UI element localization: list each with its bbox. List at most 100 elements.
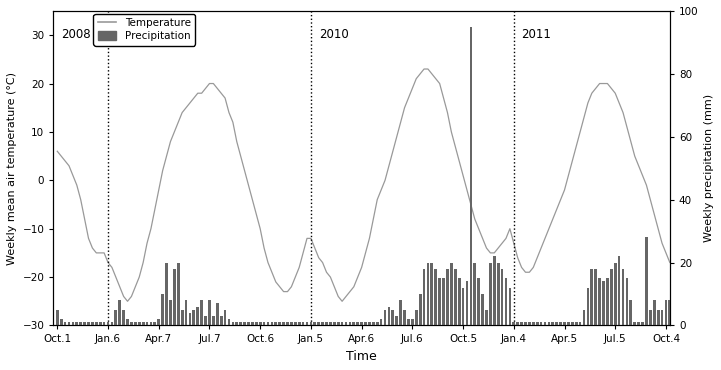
Bar <box>528 322 531 326</box>
Bar <box>563 322 566 326</box>
Bar <box>571 322 574 326</box>
Bar <box>450 263 453 326</box>
Bar <box>142 322 144 326</box>
Bar <box>110 322 113 326</box>
Y-axis label: Weekly mean air temperature (°C): Weekly mean air temperature (°C) <box>7 72 17 265</box>
Bar <box>497 263 500 326</box>
Bar <box>641 322 644 326</box>
Bar <box>91 322 94 326</box>
Bar <box>536 322 539 326</box>
Bar <box>259 322 262 326</box>
Bar <box>337 322 340 326</box>
Bar <box>590 269 593 326</box>
Bar <box>532 322 535 326</box>
Bar <box>579 322 581 326</box>
Bar <box>583 310 585 326</box>
Bar <box>388 307 390 326</box>
Bar <box>614 263 616 326</box>
Bar <box>115 310 118 326</box>
Y-axis label: Weekly precipitation (mm): Weekly precipitation (mm) <box>704 94 714 242</box>
Bar <box>270 322 273 326</box>
Bar <box>489 263 492 326</box>
Bar <box>243 322 246 326</box>
Bar <box>513 322 515 326</box>
Bar <box>356 322 359 326</box>
Bar <box>481 294 484 326</box>
Bar <box>680 316 683 326</box>
Bar <box>239 322 242 326</box>
Bar <box>231 322 234 326</box>
Bar <box>446 269 449 326</box>
Bar <box>552 322 554 326</box>
Bar <box>637 322 640 326</box>
Bar <box>516 322 519 326</box>
Bar <box>395 316 398 326</box>
Bar <box>181 310 184 326</box>
Bar <box>547 322 550 326</box>
Bar <box>454 269 456 326</box>
Bar <box>411 319 414 326</box>
Bar <box>360 322 363 326</box>
Bar <box>309 322 312 326</box>
Bar <box>56 310 58 326</box>
Bar <box>200 300 203 326</box>
Bar <box>79 322 82 326</box>
Bar <box>399 300 402 326</box>
Bar <box>668 300 671 326</box>
Bar <box>68 322 71 326</box>
Bar <box>278 322 281 326</box>
Bar <box>60 319 63 326</box>
Bar <box>294 322 296 326</box>
Bar <box>649 310 652 326</box>
Bar <box>208 300 211 326</box>
Bar <box>103 322 105 326</box>
Bar <box>660 310 663 326</box>
Bar <box>353 322 355 326</box>
Bar <box>629 300 632 326</box>
Bar <box>224 310 226 326</box>
Bar <box>123 310 125 326</box>
Bar <box>684 322 687 326</box>
Bar <box>407 319 410 326</box>
Bar <box>521 322 523 326</box>
Bar <box>236 322 238 326</box>
Bar <box>438 278 441 326</box>
Bar <box>87 322 90 326</box>
Bar <box>196 307 199 326</box>
Bar <box>220 316 223 326</box>
Bar <box>376 322 379 326</box>
Bar <box>461 288 464 326</box>
Bar <box>423 269 425 326</box>
Text: 2008: 2008 <box>61 28 91 41</box>
Bar <box>633 322 636 326</box>
Bar <box>610 269 613 326</box>
Bar <box>384 310 386 326</box>
X-axis label: Time: Time <box>346 350 377 363</box>
Bar <box>275 322 277 326</box>
Bar <box>157 319 160 326</box>
Bar <box>466 282 469 326</box>
Bar <box>149 322 152 326</box>
Bar <box>348 322 351 326</box>
Text: 2010: 2010 <box>319 28 348 41</box>
Bar <box>251 322 254 326</box>
Bar <box>587 288 589 326</box>
Bar <box>442 278 445 326</box>
Bar <box>262 322 265 326</box>
Bar <box>290 322 293 326</box>
Bar <box>255 322 257 326</box>
Bar <box>247 322 250 326</box>
Bar <box>430 263 433 326</box>
Bar <box>322 322 324 326</box>
Bar <box>415 310 417 326</box>
Bar <box>83 322 86 326</box>
Text: 2011: 2011 <box>521 28 552 41</box>
Text: 2009: 2009 <box>116 28 146 41</box>
Bar <box>493 256 495 326</box>
Bar <box>427 263 429 326</box>
Bar <box>618 256 621 326</box>
Bar <box>193 310 195 326</box>
Bar <box>267 322 270 326</box>
Bar <box>146 322 149 326</box>
Bar <box>189 313 191 326</box>
